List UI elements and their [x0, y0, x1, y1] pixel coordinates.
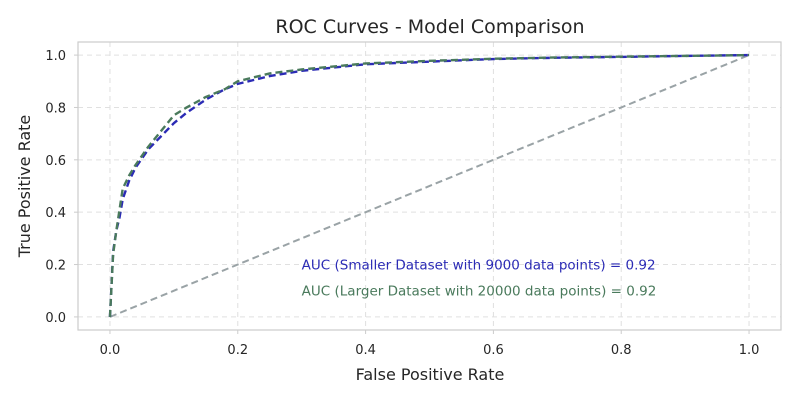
- y-tick-label: 0.2: [45, 259, 66, 274]
- y-tick-label: 0.4: [45, 206, 66, 221]
- x-tick-label: 0.0: [100, 343, 121, 358]
- series-layer: [108, 53, 750, 318]
- y-tick-label: 0.6: [45, 154, 66, 169]
- y-axis-label: True Positive Rate: [15, 115, 34, 259]
- chart-title: ROC Curves - Model Comparison: [275, 16, 584, 38]
- auc-annotation-smaller: AUC (Smaller Dataset with 9000 data poin…: [302, 258, 656, 274]
- y-tick-label: 0.8: [45, 101, 66, 116]
- x-tick-label: 0.2: [227, 343, 248, 358]
- tick-layer: 0.0 0.2 0.4 0.6 0.8 1.0 0.0 0.2 0.4 0.6 0.8 1.0: [45, 49, 759, 358]
- plot-frame: [77, 41, 782, 331]
- x-axis-label: False Positive Rate: [356, 365, 505, 384]
- x-tick-label: 0.6: [483, 343, 504, 358]
- roc-curve-smaller-dataset: [108, 53, 750, 317]
- x-tick-label: 0.4: [355, 343, 376, 358]
- annotation-layer: AUC (Smaller Dataset with 9000 data poin…: [302, 258, 657, 300]
- y-tick-label: 0.0: [45, 311, 66, 326]
- auc-annotation-larger: AUC (Larger Dataset with 20000 data poin…: [302, 284, 657, 300]
- y-tick-label: 1.0: [45, 49, 66, 64]
- x-tick-label: 1.0: [739, 343, 760, 358]
- roc-curve-larger-dataset: [108, 53, 750, 317]
- reference-diagonal-line: [109, 54, 750, 318]
- x-tick-label: 0.8: [611, 343, 632, 358]
